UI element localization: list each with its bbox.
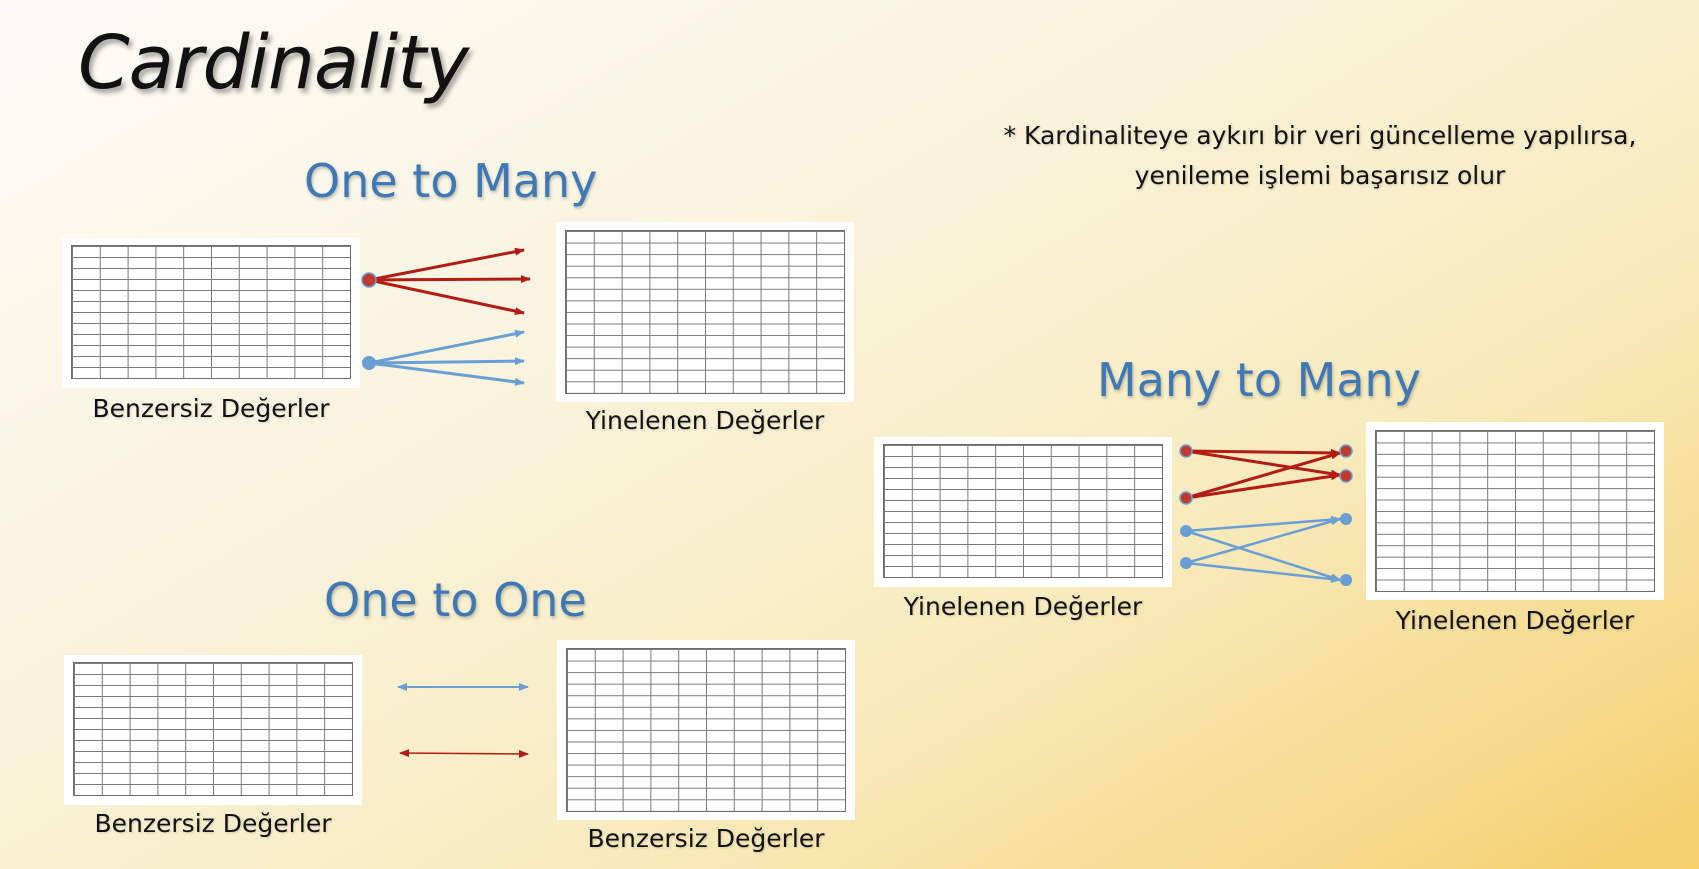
one-to-many-right-table (556, 222, 854, 402)
arrow-right-icon (1185, 561, 1341, 583)
slide-title: Cardinality (78, 20, 469, 106)
many-to-many-left-table (874, 437, 1172, 587)
one-to-many-left-caption: Benzersiz Değerler (92, 394, 330, 423)
source-dot (361, 272, 377, 288)
one-to-one-left-table (64, 655, 362, 805)
arrow-right-icon (368, 361, 525, 386)
arrow-right-icon (1185, 451, 1341, 500)
target-dot (1340, 574, 1352, 586)
table-grid-icon (71, 245, 351, 379)
arrow-right-icon (368, 329, 525, 365)
one-to-many-red-arrows (361, 247, 531, 316)
source-dot (362, 356, 376, 370)
source-dot (1179, 491, 1193, 505)
table-grid-icon (565, 230, 845, 394)
arrow-right-icon (1185, 448, 1341, 457)
arrow-right-icon (368, 247, 525, 282)
many-to-many-heading: Many to Many (1097, 353, 1421, 407)
arrow-right-icon (368, 278, 525, 316)
one-to-one-heading: One to One (324, 573, 587, 627)
target-dot (1339, 444, 1353, 458)
source-dot (1180, 525, 1192, 537)
table-grid-icon (1375, 430, 1655, 592)
arrow-right-icon (368, 357, 525, 366)
one-to-one-right-table (557, 640, 855, 820)
one-to-one-left-caption: Benzersiz Değerler (94, 809, 332, 838)
one-to-one-right-caption: Benzersiz Değerler (587, 824, 825, 853)
table-grid-icon (566, 648, 846, 812)
one-to-one-arrows (397, 683, 529, 758)
arrow-right-icon (1185, 529, 1341, 582)
target-dot (1339, 469, 1353, 483)
many-to-many-left-caption: Yinelenen Değerler (903, 592, 1143, 621)
arrow-right-icon (1185, 449, 1341, 478)
table-grid-icon (73, 662, 353, 796)
target-dot (1340, 513, 1352, 525)
arrow-right-icon (399, 749, 529, 758)
arrow-right-icon (1185, 517, 1341, 565)
many-to-many-right-caption: Yinelenen Değerler (1395, 606, 1635, 635)
cardinality-note: * Kardinaliteye aykırı bir veri güncelle… (960, 116, 1680, 196)
one-to-many-left-table (62, 238, 360, 388)
source-dot (1180, 557, 1192, 569)
arrow-right-icon (1185, 515, 1341, 533)
many-to-many-blue-arrows (1180, 513, 1352, 586)
arrow-right-icon (1185, 472, 1341, 500)
source-dot (1179, 444, 1193, 458)
one-to-many-heading: One to Many (304, 154, 598, 208)
note-line-2: yenileme işlemi başarısız olur (1134, 161, 1506, 190)
many-to-many-right-table (1366, 422, 1664, 600)
one-to-many-right-caption: Yinelenen Değerler (585, 406, 825, 435)
many-to-many-red-arrows (1179, 444, 1353, 505)
arrow-right-icon (368, 275, 531, 284)
one-to-many-blue-arrows (362, 329, 525, 386)
note-line-1: * Kardinaliteye aykırı bir veri güncelle… (1003, 121, 1637, 150)
table-grid-icon (883, 444, 1163, 578)
